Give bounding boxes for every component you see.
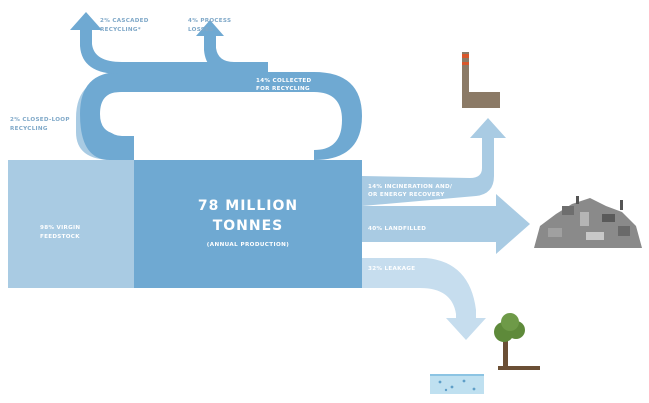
- landfilled-label: 40% LANDFILLED: [368, 226, 426, 232]
- virgin-feedstock-block: [8, 160, 134, 288]
- cascaded-label-1: 2% CASCADED: [100, 18, 149, 24]
- virgin-label-2: FEEDSTOCK: [40, 234, 80, 240]
- loop-gap: [102, 96, 340, 136]
- process-label-2: LOSSES: [188, 27, 214, 33]
- cascaded-recycling-flow: [70, 12, 252, 74]
- closed-loop-label-1: 2% CLOSED-LOOP: [10, 117, 70, 123]
- landfilled-flow: [362, 194, 530, 254]
- collected-recycling-flow: [80, 72, 362, 160]
- tree-icon: [494, 313, 540, 370]
- collected-label-2: FOR RECYCLING: [256, 86, 310, 92]
- production-subtitle: (ANNUAL PRODUCTION): [207, 242, 289, 248]
- incineration-label-2: OR ENERGY RECOVERY: [368, 192, 445, 198]
- incineration-flow: [362, 118, 506, 206]
- factory-icon: [462, 52, 500, 108]
- leakage-label: 32% LEAKAGE: [368, 266, 415, 272]
- virgin-label-1: 98% VIRGIN: [40, 225, 80, 231]
- process-label-1: 4% PROCESS: [188, 18, 231, 24]
- leakage-flow: [362, 242, 486, 340]
- production-title-2: TONNES: [213, 218, 284, 234]
- landfill-icon: [534, 196, 642, 248]
- ocean-icon: [430, 374, 484, 394]
- production-block: [134, 160, 362, 288]
- process-losses-flow: [196, 20, 268, 74]
- closed-loop-label-2: RECYCLING: [10, 126, 48, 132]
- incineration-label-1: 14% INCINERATION AND/: [368, 184, 453, 190]
- cascaded-label-2: RECYCLING*: [100, 27, 141, 33]
- production-title-1: 78 MILLION: [198, 198, 298, 214]
- collected-label-1: 14% COLLECTED: [256, 78, 311, 84]
